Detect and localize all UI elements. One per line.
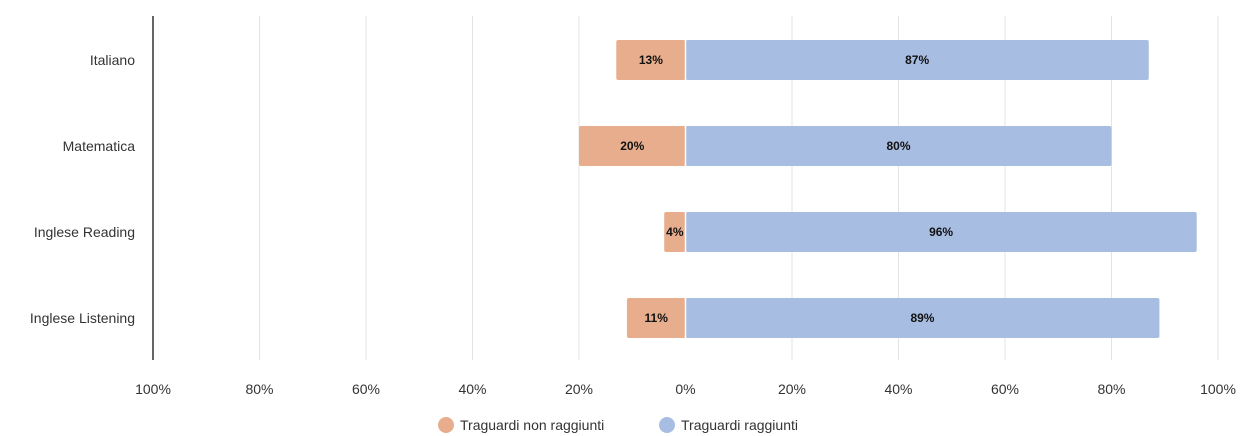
bar-not-achieved (626, 298, 686, 338)
category-label: Inglese Listening (30, 310, 135, 326)
x-tick-label: 80% (1097, 381, 1125, 397)
category-label: Matematica (63, 138, 136, 154)
legend-label: Traguardi non raggiunti (460, 417, 604, 433)
category-label: Inglese Reading (34, 224, 135, 240)
bar-data-label: 11% (645, 311, 669, 325)
x-tick-label: 100% (1200, 381, 1236, 397)
axes: 100% 80% 60% 40% 20% 0% 20% 40% 60% 80% 100% Italia… (30, 16, 1236, 397)
bar-not-achieved (616, 40, 686, 80)
x-tick-label: 0% (675, 381, 695, 397)
bar-data-label: 96% (929, 225, 953, 239)
bar-achieved (685, 126, 1112, 166)
bar-achieved (685, 40, 1149, 80)
x-tick-label: 60% (991, 381, 1019, 397)
bar-achieved (685, 212, 1197, 252)
x-tick-label: 60% (352, 381, 380, 397)
bar-data-label: 20% (620, 139, 644, 153)
x-tick-label: 80% (245, 381, 273, 397)
bars: 13% 20% 4% 11% 87% 80% 96% 89% (579, 16, 1197, 360)
x-tick-label: 20% (565, 381, 593, 397)
legend: Traguardi non raggiunti Traguardi raggiun… (438, 417, 798, 433)
x-tick-label: 100% (135, 381, 171, 397)
bar-data-label: 80% (886, 139, 910, 153)
legend-swatch (438, 417, 454, 433)
category-label: Italiano (90, 52, 135, 68)
bar-data-label: 87% (905, 53, 929, 67)
bar-not-achieved (664, 212, 686, 252)
bar-data-label: 4% (666, 225, 684, 239)
bar-data-label: 13% (639, 53, 663, 67)
bar-achieved (685, 298, 1160, 338)
x-tick-label: 40% (458, 381, 486, 397)
bar-data-label: 89% (910, 311, 934, 325)
legend-label: Traguardi raggiunti (681, 417, 798, 433)
legend-swatch (659, 417, 675, 433)
x-tick-label: 20% (778, 381, 806, 397)
bar-not-achieved (579, 126, 686, 166)
x-tick-label: 40% (884, 381, 912, 397)
